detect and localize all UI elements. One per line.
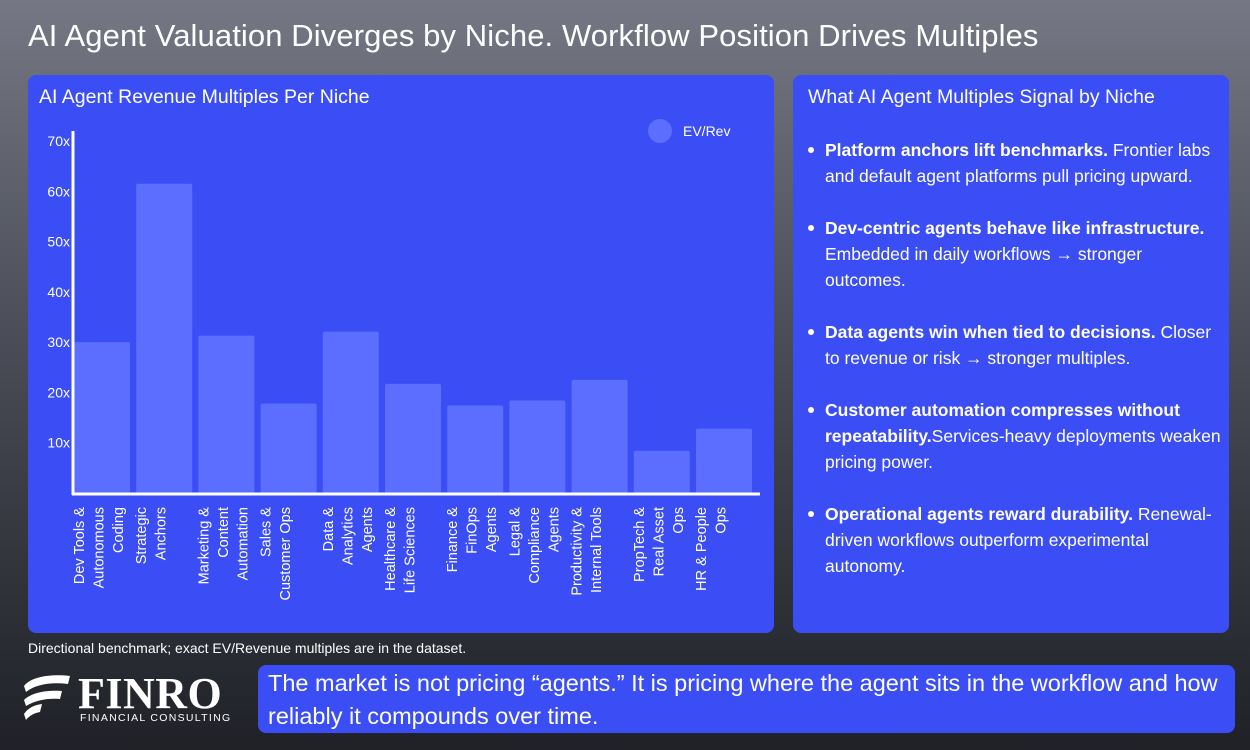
bar — [696, 428, 752, 493]
x-tick-label: Ops — [714, 507, 730, 534]
logo-wordmark: FINRO — [78, 669, 223, 718]
legend-swatch — [648, 119, 672, 143]
y-tick-label: 70x — [47, 133, 70, 149]
note-item: Dev-centric agents behave like infrastru… — [807, 215, 1227, 293]
x-tick-label: Agents — [360, 507, 376, 552]
x-tick-label: Healthcare & — [383, 507, 399, 591]
bar — [198, 335, 255, 493]
x-tick-label: Productivity & — [570, 507, 586, 596]
bar — [633, 450, 690, 493]
x-tick-label: Real Asset — [651, 507, 667, 576]
chart-title: AI Agent Revenue Multiples Per Niche — [39, 86, 370, 108]
note-heading: Data agents win when tied to decisions. — [825, 322, 1156, 342]
bar — [571, 379, 628, 493]
note-text: Embedded in daily workflows → stronger o… — [825, 244, 1143, 290]
bar — [385, 383, 441, 493]
bar — [74, 342, 130, 493]
note-heading: Customer automation compresses without r… — [825, 400, 1180, 446]
x-tick-label: Customer Ops — [278, 507, 294, 600]
x-tick-label: Anchors — [154, 507, 170, 560]
x-tick-label: PropTech & — [632, 507, 648, 582]
note-item: Customer automation compresses without r… — [807, 397, 1227, 475]
x-tick-label: Life Sciences — [403, 507, 419, 593]
notes-panel: What AI Agent Multiples Signal by Niche … — [793, 75, 1229, 633]
finro-logo: FINRO FINANCIAL CONSULTING — [22, 668, 232, 728]
y-tick-label: 20x — [47, 384, 70, 400]
note-text: Frontier labs and default agent platform… — [825, 140, 1211, 186]
note-text: Closer to revenue or risk → stronger mul… — [825, 322, 1212, 368]
y-tick-label: 50x — [47, 234, 70, 250]
notes-list: Platform anchors lift benchmarks. Fronti… — [807, 137, 1227, 605]
page-title: AI Agent Valuation Diverges by Niche. Wo… — [28, 18, 1039, 53]
note-item: Platform anchors lift benchmarks. Fronti… — [807, 137, 1227, 189]
x-tick-label: Data & — [321, 507, 337, 552]
x-tick-label: Marketing & — [196, 507, 212, 585]
x-tick-label: Autonomous — [92, 507, 108, 588]
x-tick-label: Strategic — [134, 507, 150, 564]
note-text: Services-heavy deployments weaken pricin… — [825, 426, 1221, 472]
x-tick-label: FinOps — [465, 507, 481, 554]
note-item: Data agents win when tied to decisions. … — [807, 319, 1227, 371]
bar — [136, 183, 193, 493]
bar — [447, 405, 504, 493]
note-heading: Dev-centric agents behave like infrastru… — [825, 218, 1205, 238]
note-heading: Operational agents reward durability. — [825, 504, 1133, 524]
x-tick-label: Coding — [111, 507, 127, 553]
x-tick-label: Dev Tools & — [72, 507, 88, 584]
notes-title: What AI Agent Multiples Signal by Niche — [808, 86, 1155, 108]
note-heading: Platform anchors lift benchmarks. — [825, 140, 1108, 160]
x-tick-label: Analytics — [340, 507, 356, 565]
x-tick-label: Content — [216, 507, 232, 558]
x-tick-label: Agents — [484, 507, 500, 552]
x-tick-label: Legal & — [507, 507, 523, 557]
y-tick-label: 30x — [47, 334, 70, 350]
note-item: Operational agents reward durability. Re… — [807, 501, 1227, 579]
callout-box: The market is not pricing “agents.” It i… — [258, 665, 1235, 733]
bar — [260, 403, 317, 493]
x-tick-label: Ops — [671, 507, 687, 534]
footnote: Directional benchmark; exact EV/Revenue … — [28, 640, 467, 656]
legend-label: EV/Rev — [683, 123, 730, 139]
chart-panel: AI Agent Revenue Multiples Per Niche 10x… — [28, 75, 774, 633]
bar — [509, 400, 566, 493]
logo-subtitle: FINANCIAL CONSULTING — [80, 712, 232, 724]
x-tick-label: Automation — [235, 507, 251, 580]
x-tick-label: Finance & — [445, 507, 461, 573]
x-tick-label: Compliance — [527, 507, 543, 584]
finro-logo-mark-icon — [24, 675, 70, 720]
x-tick-label: HR & People — [694, 507, 710, 591]
y-tick-label: 10x — [47, 435, 70, 451]
note-text: Renewal-driven workflows outperform expe… — [825, 504, 1212, 576]
y-tick-label: 60x — [47, 183, 70, 199]
x-tick-label: Internal Tools — [589, 507, 605, 593]
bar — [322, 331, 379, 493]
x-tick-label: Agents — [546, 507, 562, 552]
y-tick-label: 40x — [47, 284, 70, 300]
x-tick-label: Sales & — [259, 507, 275, 557]
